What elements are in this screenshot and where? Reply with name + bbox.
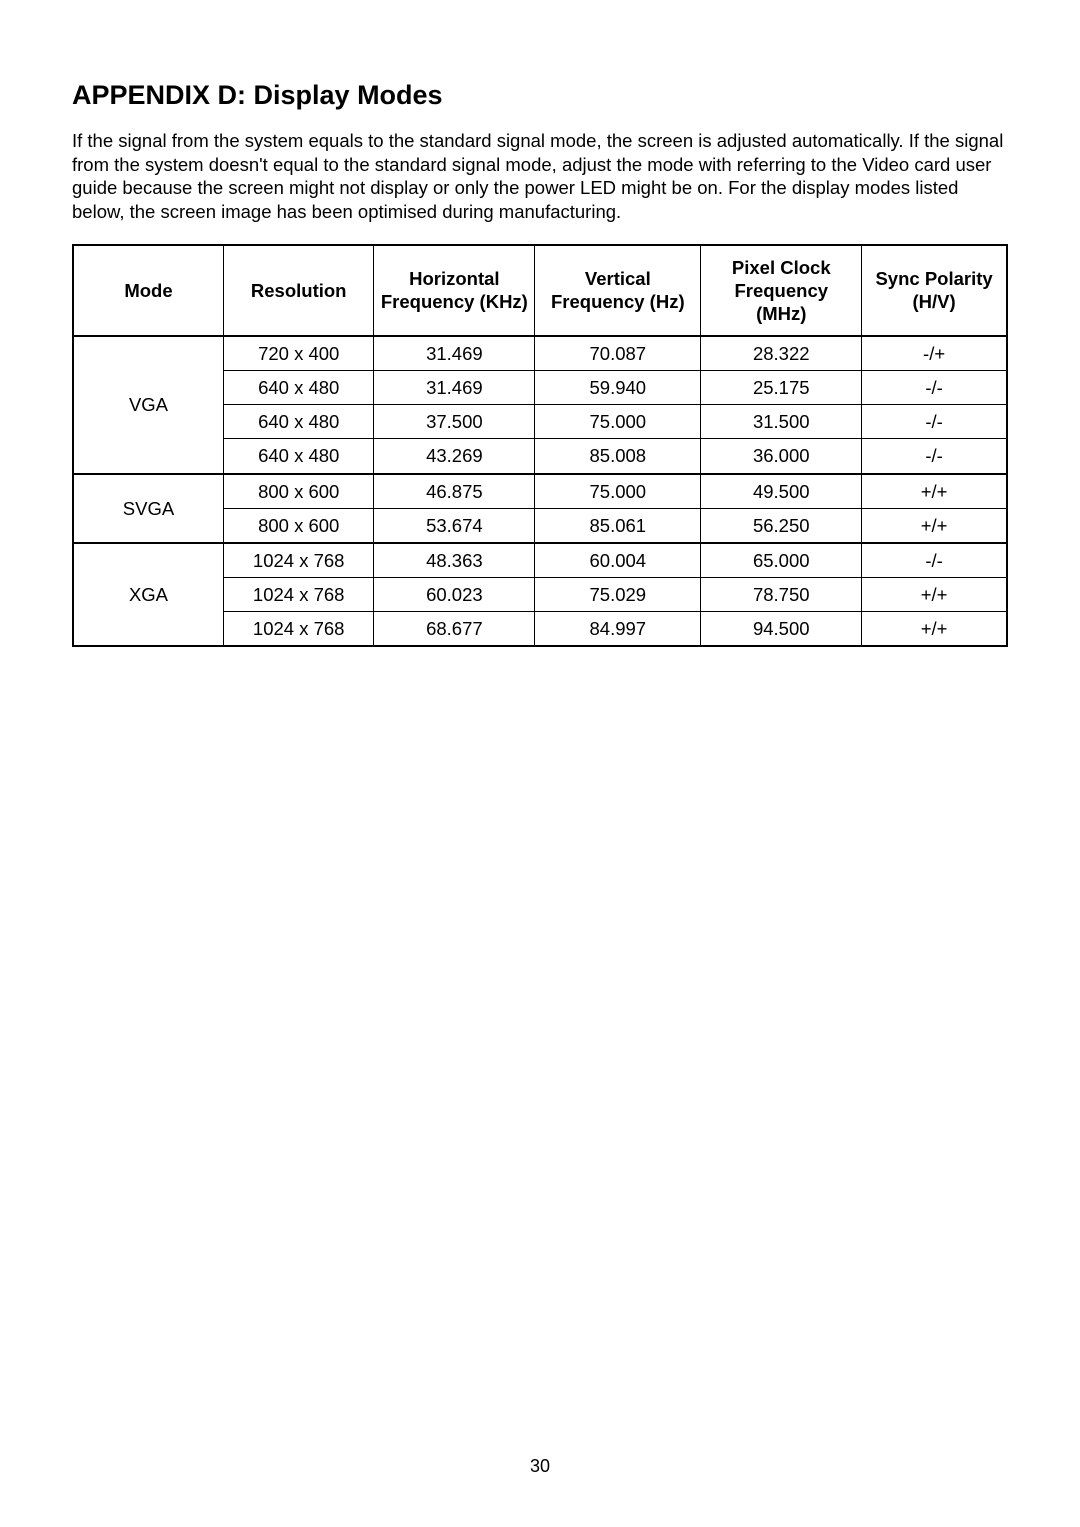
cell-hfreq: 37.500 bbox=[374, 405, 535, 439]
cell-pclock: 78.750 bbox=[701, 577, 862, 611]
cell-resolution: 1024 x 768 bbox=[223, 577, 373, 611]
cell-sync: -/+ bbox=[862, 336, 1007, 371]
cell-hfreq: 48.363 bbox=[374, 543, 535, 578]
cell-sync: -/- bbox=[862, 439, 1007, 474]
header-pclock: Pixel Clock Frequency (MHz) bbox=[701, 245, 862, 336]
cell-vfreq: 85.008 bbox=[535, 439, 701, 474]
cell-pclock: 25.175 bbox=[701, 371, 862, 405]
cell-hfreq: 68.677 bbox=[374, 612, 535, 647]
cell-resolution: 1024 x 768 bbox=[223, 612, 373, 647]
cell-vfreq: 60.004 bbox=[535, 543, 701, 578]
cell-hfreq: 46.875 bbox=[374, 474, 535, 509]
cell-hfreq: 53.674 bbox=[374, 508, 535, 543]
cell-resolution: 800 x 600 bbox=[223, 508, 373, 543]
cell-hfreq: 60.023 bbox=[374, 577, 535, 611]
cell-vfreq: 75.029 bbox=[535, 577, 701, 611]
mode-cell: SVGA bbox=[73, 474, 223, 543]
header-mode: Mode bbox=[73, 245, 223, 336]
cell-sync: -/- bbox=[862, 543, 1007, 578]
cell-pclock: 31.500 bbox=[701, 405, 862, 439]
cell-vfreq: 84.997 bbox=[535, 612, 701, 647]
header-vfreq: Vertical Frequency (Hz) bbox=[535, 245, 701, 336]
header-hfreq: Horizontal Frequency (KHz) bbox=[374, 245, 535, 336]
table-row: SVGA800 x 60046.87575.00049.500+/+ bbox=[73, 474, 1007, 509]
cell-resolution: 800 x 600 bbox=[223, 474, 373, 509]
cell-sync: +/+ bbox=[862, 508, 1007, 543]
cell-hfreq: 31.469 bbox=[374, 336, 535, 371]
cell-hfreq: 31.469 bbox=[374, 371, 535, 405]
cell-pclock: 56.250 bbox=[701, 508, 862, 543]
page-number: 30 bbox=[0, 1456, 1080, 1477]
cell-pclock: 49.500 bbox=[701, 474, 862, 509]
header-sync: Sync Polarity (H/V) bbox=[862, 245, 1007, 336]
table-row: VGA720 x 40031.46970.08728.322-/+ bbox=[73, 336, 1007, 371]
cell-pclock: 28.322 bbox=[701, 336, 862, 371]
cell-vfreq: 85.061 bbox=[535, 508, 701, 543]
cell-vfreq: 75.000 bbox=[535, 405, 701, 439]
cell-resolution: 1024 x 768 bbox=[223, 543, 373, 578]
header-resolution: Resolution bbox=[223, 245, 373, 336]
table-row: XGA1024 x 76848.36360.00465.000-/- bbox=[73, 543, 1007, 578]
cell-vfreq: 59.940 bbox=[535, 371, 701, 405]
cell-resolution: 640 x 480 bbox=[223, 371, 373, 405]
cell-pclock: 65.000 bbox=[701, 543, 862, 578]
intro-paragraph: If the signal from the system equals to … bbox=[72, 129, 1008, 224]
cell-pclock: 36.000 bbox=[701, 439, 862, 474]
cell-sync: +/+ bbox=[862, 612, 1007, 647]
table-header-row: Mode Resolution Horizontal Frequency (KH… bbox=[73, 245, 1007, 336]
cell-sync: -/- bbox=[862, 405, 1007, 439]
cell-pclock: 94.500 bbox=[701, 612, 862, 647]
cell-resolution: 640 x 480 bbox=[223, 405, 373, 439]
cell-sync: -/- bbox=[862, 371, 1007, 405]
title: APPENDIX D: Display Modes bbox=[72, 80, 1008, 111]
cell-vfreq: 75.000 bbox=[535, 474, 701, 509]
cell-resolution: 640 x 480 bbox=[223, 439, 373, 474]
cell-sync: +/+ bbox=[862, 577, 1007, 611]
cell-vfreq: 70.087 bbox=[535, 336, 701, 371]
display-modes-table: Mode Resolution Horizontal Frequency (KH… bbox=[72, 244, 1008, 648]
cell-sync: +/+ bbox=[862, 474, 1007, 509]
mode-cell: XGA bbox=[73, 543, 223, 646]
mode-cell: VGA bbox=[73, 336, 223, 474]
cell-resolution: 720 x 400 bbox=[223, 336, 373, 371]
cell-hfreq: 43.269 bbox=[374, 439, 535, 474]
